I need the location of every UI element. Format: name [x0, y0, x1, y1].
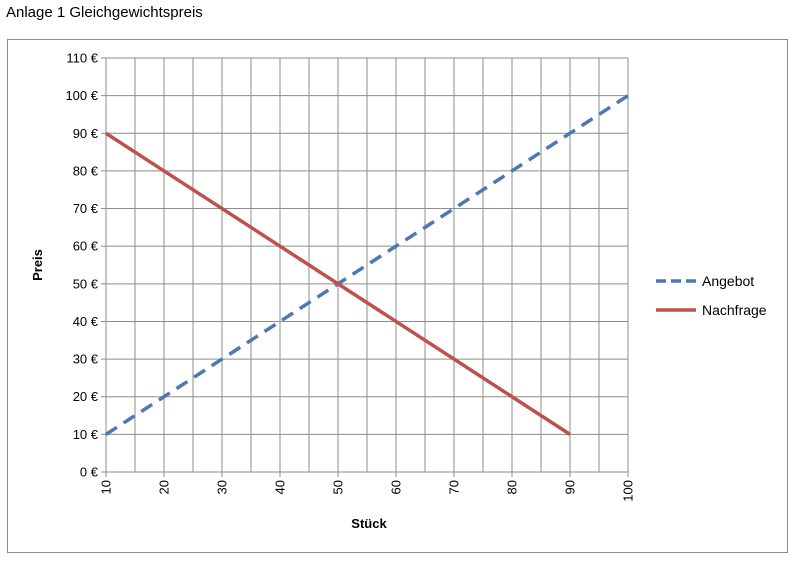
plot-area-border: [105, 57, 629, 473]
legend: Angebot Nachfrage: [656, 273, 767, 318]
y-tick-label: 50 €: [73, 276, 99, 291]
x-tick-label: 90: [563, 480, 578, 494]
y-tick-label: 0 €: [80, 465, 99, 480]
series-line-nachfrage: [105, 131, 571, 436]
y-tick-label: 80 €: [73, 163, 99, 178]
y-tick-label: 100 €: [65, 88, 98, 103]
x-axis-title: Stück: [351, 516, 387, 531]
x-tick-label: 40: [273, 480, 288, 494]
x-tick-label: 20: [157, 480, 172, 494]
y-tick-label: 20 €: [73, 389, 99, 404]
legend-label-nachfrage: Nachfrage: [702, 302, 767, 318]
chart-caption: Anlage 1 Gleichgewichtspreis: [6, 4, 203, 21]
y-tick-label: 110 €: [66, 51, 98, 66]
series-lines: [105, 94, 629, 436]
x-tick-label: 100: [621, 480, 636, 502]
legend-label-angebot: Angebot: [702, 273, 754, 289]
x-tick-label: 30: [215, 480, 230, 494]
x-tick-label: 60: [389, 480, 404, 494]
x-tick-label: 70: [447, 480, 462, 494]
y-tick-label: 10 €: [73, 427, 99, 442]
y-tick-label: 40 €: [73, 314, 99, 329]
x-tick-label: 80: [505, 480, 520, 494]
grid: [105, 57, 629, 473]
y-tick-label: 90 €: [73, 126, 99, 141]
y-tick-label: 60 €: [73, 239, 99, 254]
y-tick-label: 30 €: [73, 352, 99, 367]
line-chart: 0 € 10 € 20 € 30 € 40 € 50 € 60 € 70 € 80 € 90 € 1…: [30, 51, 767, 532]
x-axis-ticks: 10 20 30 40 50 60 70 80 90 100: [99, 472, 636, 502]
y-axis-ticks: 0 € 10 € 20 € 30 € 40 € 50 € 60 € 70 € 80 € 90 € 1…: [65, 51, 106, 480]
chart-frame: 0 € 10 € 20 € 30 € 40 € 50 € 60 € 70 € 80 € 90 € 1…: [7, 39, 788, 553]
x-tick-label: 50: [331, 480, 346, 494]
y-axis-title: Preis: [30, 249, 45, 281]
y-tick-label: 70 €: [73, 201, 99, 216]
x-tick-label: 10: [99, 480, 114, 494]
